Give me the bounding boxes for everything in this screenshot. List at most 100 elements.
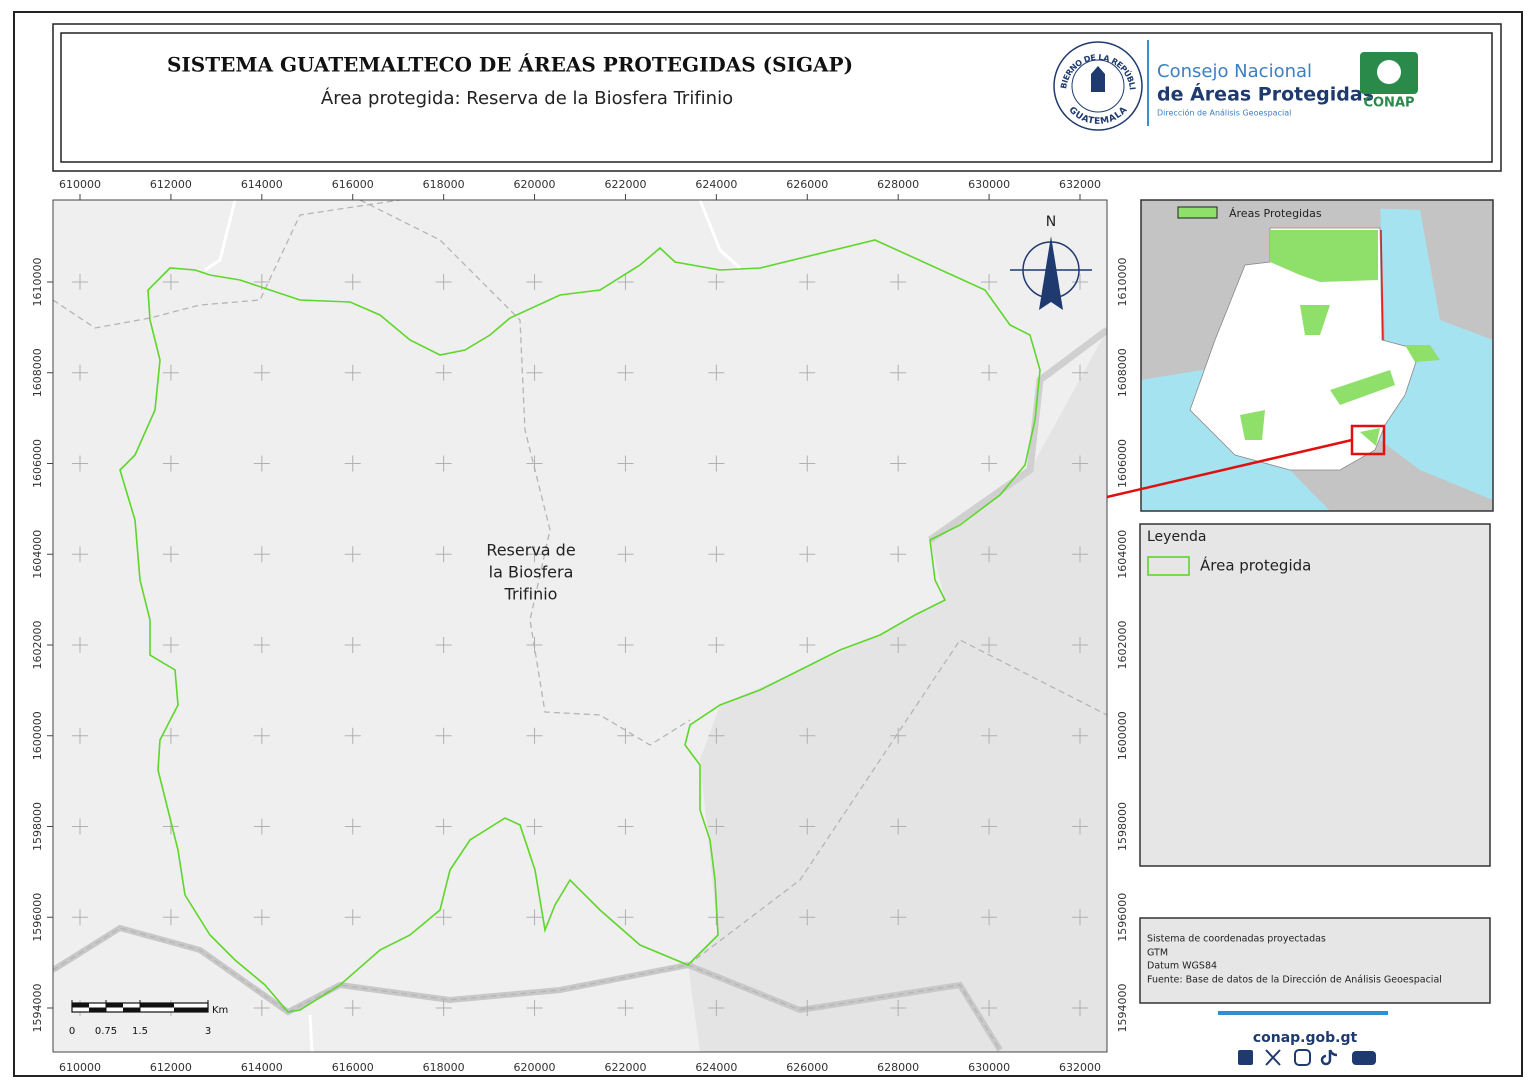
conap-text: CONAP <box>1363 96 1414 111</box>
grid-cross <box>72 909 88 926</box>
grid-crosses <box>72 274 1088 1016</box>
y-coordinate-label: 1596000 <box>1116 893 1129 942</box>
grid-cross <box>708 274 725 290</box>
grid-cross <box>708 546 725 563</box>
grid-cross <box>1072 455 1088 472</box>
grid-cross <box>708 1000 725 1016</box>
area-label: Reserva de <box>486 541 575 560</box>
grid-cross <box>526 364 543 381</box>
grid-cross <box>981 818 998 835</box>
youtube-icon[interactable] <box>1352 1051 1376 1065</box>
grid-cross <box>253 455 270 472</box>
instagram-icon[interactable] <box>1294 1049 1311 1066</box>
x-coordinate-label: 628000 <box>877 1061 919 1074</box>
grid-cross <box>253 818 270 835</box>
scale-bar-segment <box>123 1007 140 1012</box>
grid-cross <box>1072 1000 1088 1016</box>
border-shadow <box>927 327 1107 543</box>
tiktok-icon[interactable] <box>1320 1049 1338 1066</box>
grid-cross <box>435 727 452 744</box>
inset-area <box>1300 305 1330 335</box>
grid-cross <box>617 727 634 744</box>
x-coordinate-label: 630000 <box>968 1061 1010 1074</box>
grid-cross <box>435 909 452 926</box>
grid-cross <box>162 727 179 744</box>
grid-cross <box>344 1000 361 1016</box>
grid-cross <box>799 455 816 472</box>
area-label: la Biosfera <box>489 563 574 582</box>
x-coordinate-label: 624000 <box>695 1061 737 1074</box>
grid-cross <box>890 1000 907 1016</box>
x-coordinate-label: 610000 <box>59 1061 101 1074</box>
grid-cross <box>72 274 88 290</box>
y-coordinate-label: 1596000 <box>31 893 44 942</box>
x-coordinate-label: 616000 <box>332 1061 374 1074</box>
y-coordinate-label: 1602000 <box>31 621 44 670</box>
admin-line <box>687 639 1107 966</box>
grid-cross <box>526 1000 543 1016</box>
grid-cross <box>799 818 816 835</box>
grid-cross <box>1072 909 1088 926</box>
grid-cross <box>981 364 998 381</box>
x-coordinate-label: 614000 <box>241 178 283 191</box>
y-coordinate-label: 1598000 <box>31 802 44 851</box>
grid-cross <box>526 455 543 472</box>
inset-legend-swatch <box>1177 206 1218 219</box>
inset-area <box>1240 410 1265 440</box>
scale-bar-segment <box>72 1003 89 1008</box>
y-coordinate-label: 1606000 <box>31 439 44 488</box>
grid-cross <box>981 455 998 472</box>
grid-cross <box>799 909 816 926</box>
grid-cross <box>799 364 816 381</box>
seal-inner <box>1071 59 1125 113</box>
scale-bar-segment <box>140 1003 174 1008</box>
header-box <box>60 32 1493 163</box>
x-coordinate-label: 620000 <box>514 178 556 191</box>
y-coordinate-label: 1610000 <box>1116 258 1129 307</box>
grid-cross <box>435 364 452 381</box>
grid-cross <box>1072 637 1088 653</box>
locator-line <box>1106 438 1353 499</box>
x-coordinate-label: 616000 <box>332 178 374 191</box>
grid-cross <box>799 546 816 563</box>
y-coordinate-label: 1602000 <box>1116 621 1129 670</box>
grid-cross <box>708 818 725 835</box>
grid-cross <box>435 455 452 472</box>
x-coordinate-label: 610000 <box>59 178 101 191</box>
inset-area <box>1330 370 1395 405</box>
grid-cross <box>162 909 179 926</box>
grid-cross <box>981 274 998 290</box>
grid-cross <box>890 455 907 472</box>
grid-cross <box>526 909 543 926</box>
x-coordinate-label: 622000 <box>604 178 646 191</box>
org-line1: Consejo Nacional <box>1157 61 1312 82</box>
grid-cross <box>981 546 998 563</box>
grid-cross <box>526 818 543 835</box>
map-frame <box>52 199 1108 1053</box>
inset-frame <box>1140 199 1494 512</box>
inset-neighbors <box>1141 200 1493 511</box>
grid-cross <box>981 909 998 926</box>
grid-cross <box>344 274 361 290</box>
facebook-icon[interactable] <box>1238 1050 1253 1065</box>
scale-bar-unit: Km <box>212 1005 228 1016</box>
x-icon[interactable] <box>1265 1049 1281 1066</box>
x-coordinate-label: 620000 <box>514 1061 556 1074</box>
grid-cross <box>435 818 452 835</box>
x-coordinate-label: 628000 <box>877 178 919 191</box>
grid-cross <box>1072 364 1088 381</box>
grid-cross <box>617 274 634 290</box>
header-outer <box>52 23 1502 172</box>
grid-cross <box>708 637 725 653</box>
coordinate-labels: 610000 610000 612000 612000 614000 614000 6160… <box>31 178 1129 1074</box>
grid-cross <box>344 727 361 744</box>
grid-cross <box>344 455 361 472</box>
grid-cross <box>890 637 907 653</box>
grid-cross <box>435 1000 452 1016</box>
footer-url: conap.gob.gt <box>1253 1030 1358 1046</box>
grid-cross <box>435 637 452 653</box>
grid-cross <box>617 909 634 926</box>
legend-box <box>1139 523 1491 867</box>
inset-guatemala <box>1189 227 1421 471</box>
y-coordinate-label: 1604000 <box>1116 530 1129 579</box>
